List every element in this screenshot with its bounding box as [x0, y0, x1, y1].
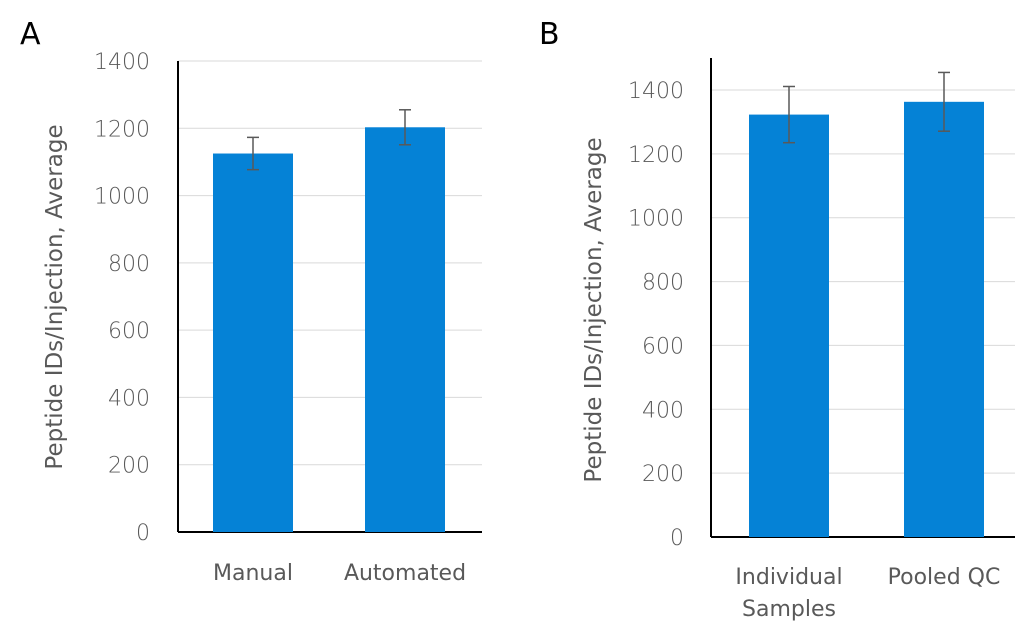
x-category-label: Individual Samples — [735, 565, 842, 622]
y-tick-label: 1400 — [628, 79, 684, 104]
bar — [904, 101, 984, 537]
y-tick-label: 1000 — [94, 185, 150, 210]
y-tick-label: 1400 — [94, 50, 150, 75]
y-tick-label: 600 — [642, 334, 684, 359]
y-tick-label: 0 — [670, 526, 684, 551]
y-tick-label: 200 — [108, 454, 150, 479]
bar — [213, 153, 293, 532]
panel-letter: A — [20, 17, 41, 52]
y-tick-label: 800 — [642, 271, 684, 296]
y-tick-label: 1200 — [628, 143, 684, 168]
chart-panel-a: A 0 200 400 600 800 1000 1200 1400 Manual Automate… — [20, 17, 482, 586]
y-tick-label: 200 — [642, 462, 684, 487]
y-tick-label: 1000 — [628, 207, 684, 232]
y-axis-title: Peptide IDs/Injection, Average — [581, 137, 607, 482]
x-category-label: Pooled QC — [888, 565, 1001, 590]
y-tick-label: 1200 — [94, 117, 150, 142]
y-tick-label: 600 — [108, 319, 150, 344]
x-category-label: Automated — [344, 561, 466, 586]
chart-panel-b: B 0 200 400 600 800 1000 1200 1400 Individual Samp… — [539, 17, 1015, 622]
y-tick-label: 400 — [108, 386, 150, 411]
y-tick-label: 400 — [642, 398, 684, 423]
y-tick-label: 0 — [136, 521, 150, 546]
y-axis-title: Peptide IDs/Injection, Average — [42, 124, 68, 469]
x-category-label: Manual — [213, 561, 293, 586]
bar — [365, 127, 445, 532]
y-tick-label: 800 — [108, 252, 150, 277]
panel-letter: B — [539, 17, 560, 52]
bar — [749, 114, 829, 538]
